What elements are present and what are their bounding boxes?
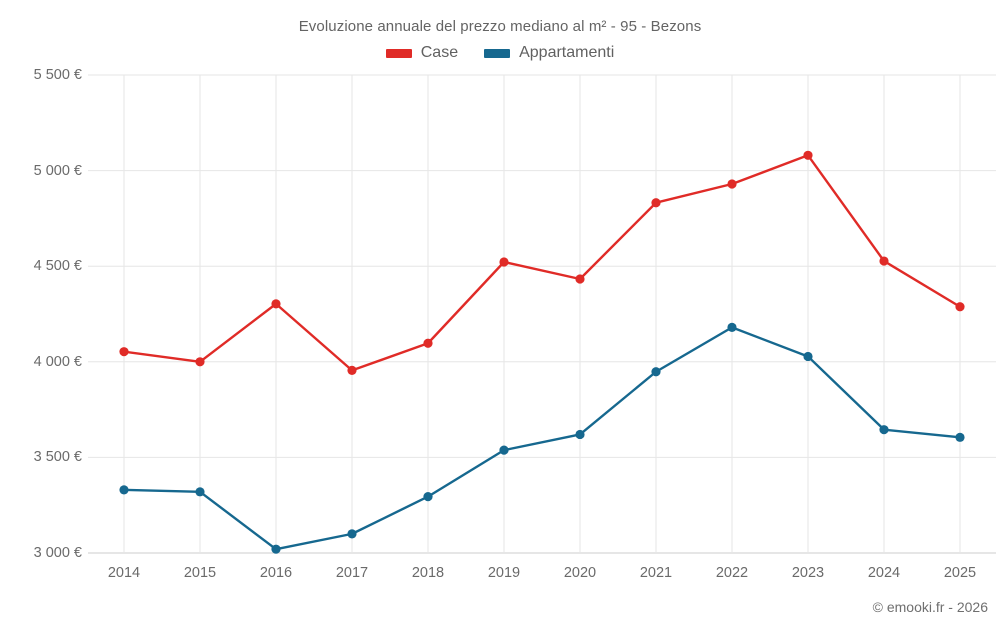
x-tick-label: 2015: [183, 565, 217, 581]
data-point[interactable]: [803, 150, 813, 160]
data-point[interactable]: [955, 432, 965, 442]
y-tick-label: 4 000 €: [33, 353, 82, 370]
plot-area: [88, 74, 996, 554]
data-point[interactable]: [499, 445, 509, 455]
data-point[interactable]: [651, 367, 661, 377]
series-line-appartamenti[interactable]: [122, 326, 962, 551]
footer-credit: © emooki.fr - 2026: [872, 599, 988, 615]
y-tick-label: 5 000 €: [33, 162, 82, 179]
data-point[interactable]: [195, 487, 205, 497]
x-tick-label: 2017: [335, 565, 369, 581]
y-tick-label: 4 500 €: [33, 258, 82, 275]
data-point[interactable]: [195, 357, 205, 367]
x-tick-label: 2020: [563, 565, 597, 581]
y-tick-label: 3 500 €: [33, 449, 82, 466]
data-point[interactable]: [955, 302, 965, 312]
x-tick-label: 2025: [943, 565, 977, 581]
plot-svg: [88, 74, 996, 554]
series-line-case[interactable]: [122, 154, 962, 372]
data-point[interactable]: [423, 491, 433, 502]
data-point[interactable]: [347, 365, 357, 376]
data-point[interactable]: [499, 257, 509, 267]
data-point[interactable]: [119, 347, 129, 357]
data-point[interactable]: [575, 429, 585, 440]
legend-item-case[interactable]: Case: [385, 44, 459, 62]
data-point[interactable]: [727, 179, 737, 189]
x-tick-label: 2023: [791, 565, 825, 581]
data-point[interactable]: [879, 256, 889, 266]
x-tick-label: 2018: [411, 565, 445, 581]
x-tick-label: 2021: [639, 565, 673, 581]
x-tick-label: 2024: [867, 565, 901, 581]
data-point[interactable]: [575, 274, 585, 284]
data-point[interactable]: [347, 529, 357, 539]
y-axis-tick-labels: 5 500 € 5 000 € 4 500 € 4 000 € 3 500 € 3 000…: [0, 67, 82, 561]
x-axis-tick-labels: 2014 2015 2016 2017 2018 2019 2020 2021 2022 2023…: [88, 565, 996, 587]
data-point[interactable]: [271, 299, 281, 309]
legend-item-appartamenti[interactable]: Appartamenti: [484, 44, 614, 62]
legend-swatch-case: [385, 48, 412, 58]
data-point[interactable]: [727, 322, 737, 332]
data-point[interactable]: [879, 425, 889, 435]
x-tick-label: 2016: [259, 565, 293, 581]
chart-title: Evoluzione annuale del prezzo mediano al…: [298, 18, 702, 35]
x-tick-label: 2019: [487, 565, 521, 581]
data-point[interactable]: [271, 544, 281, 554]
y-tick-label: 5 500 €: [33, 67, 82, 83]
data-point[interactable]: [423, 338, 433, 348]
y-tick-label: 3 000 €: [33, 545, 82, 561]
legend-label-appartamenti: Appartamenti: [519, 44, 615, 61]
x-tick-label: 2014: [107, 565, 141, 581]
legend-swatch-appartamenti: [484, 48, 511, 58]
data-point[interactable]: [119, 485, 129, 495]
legend-label-case: Case: [420, 44, 459, 61]
chart-legend: Case Appartamenti: [0, 44, 1000, 62]
x-tick-label: 2022: [715, 565, 749, 581]
data-point[interactable]: [803, 351, 813, 362]
data-point[interactable]: [651, 198, 661, 208]
